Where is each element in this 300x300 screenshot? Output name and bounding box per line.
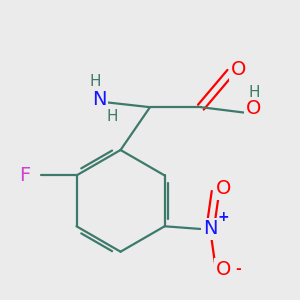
Text: O: O: [231, 60, 246, 79]
Text: N: N: [203, 220, 218, 238]
Text: -: -: [235, 262, 241, 276]
Text: +: +: [218, 210, 229, 224]
Text: O: O: [216, 260, 231, 279]
Text: N: N: [92, 90, 106, 109]
Text: H: H: [107, 109, 118, 124]
Text: O: O: [216, 179, 231, 198]
Text: H: H: [249, 85, 260, 100]
Text: H: H: [90, 74, 101, 89]
Text: F: F: [19, 166, 30, 185]
Text: O: O: [246, 99, 261, 118]
